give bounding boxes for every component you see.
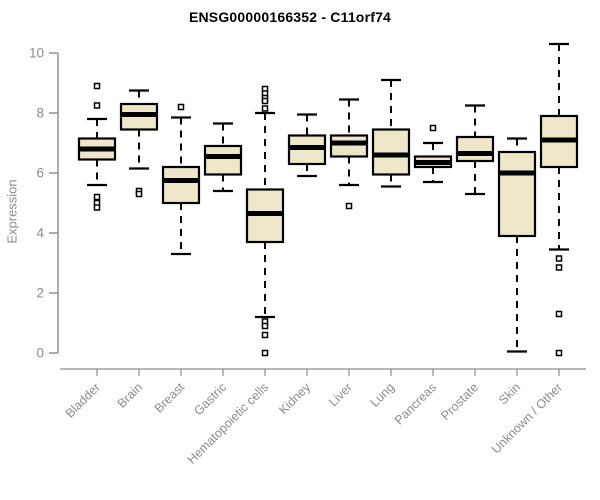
outlier-point [93, 193, 101, 201]
box-breast [161, 103, 201, 256]
iqr-box [203, 144, 243, 176]
iqr-box [497, 150, 537, 238]
box-hematopoietic-cells [245, 85, 285, 357]
y-tick-label: 10 [29, 46, 44, 61]
y-axis-title: Expression [4, 179, 20, 244]
x-category-label: Skin [496, 380, 523, 407]
outlier-point [177, 103, 185, 111]
x-category-label: Hematopoietic cells [185, 380, 272, 467]
x-category-label: Pancreas [392, 380, 439, 427]
x-category-label: Breast [152, 380, 188, 416]
outlier-point [261, 322, 269, 330]
outlier-point [555, 310, 563, 318]
x-category-label: Bladder [63, 380, 103, 420]
iqr-box [455, 135, 495, 163]
y-tick-label: 4 [36, 226, 44, 241]
y-tick-label: 6 [36, 166, 44, 181]
box-kidney [287, 113, 327, 178]
box-gastric [203, 122, 243, 193]
y-tick-label: 0 [36, 346, 44, 361]
outlier-point [555, 349, 563, 357]
outlier-point [261, 105, 269, 112]
outlier-point [261, 349, 269, 357]
outlier-point [261, 97, 269, 105]
iqr-box [329, 134, 369, 158]
box-pancreas [413, 124, 453, 184]
outlier-point [429, 124, 437, 132]
box-prostate [455, 104, 495, 196]
outlier-point [135, 190, 143, 198]
outlier-point [345, 202, 353, 210]
box-liver [329, 98, 369, 210]
box-bladder [77, 82, 117, 211]
x-category-label: Brain [115, 380, 146, 411]
chart-title: ENSG00000166352 - C11orf74 [188, 9, 392, 25]
y-tick-label: 8 [36, 106, 44, 121]
box-unknown-other [539, 42, 579, 357]
outlier-point [93, 102, 101, 109]
outlier-point [261, 331, 269, 339]
x-category-label: Lung [368, 380, 398, 410]
x-category-label: Prostate [438, 380, 481, 423]
y-tick-label: 2 [36, 286, 44, 301]
outlier-point [93, 82, 101, 90]
x-category-label: Kidney [276, 380, 313, 417]
y-axis-ticks: 0 2 4 6 8 10 [29, 46, 58, 361]
iqr-box [161, 165, 201, 205]
outlier-point [555, 255, 563, 262]
x-category-label: Gastric [191, 380, 229, 418]
box-skin [497, 137, 537, 353]
x-category-label: Unknown / Other [489, 380, 565, 456]
outlier-point [93, 204, 101, 211]
outlier-point [555, 264, 563, 271]
x-category-label: Liver [326, 380, 355, 409]
box-brain [119, 89, 159, 198]
iqr-box [371, 128, 411, 176]
box-lung [371, 78, 411, 188]
